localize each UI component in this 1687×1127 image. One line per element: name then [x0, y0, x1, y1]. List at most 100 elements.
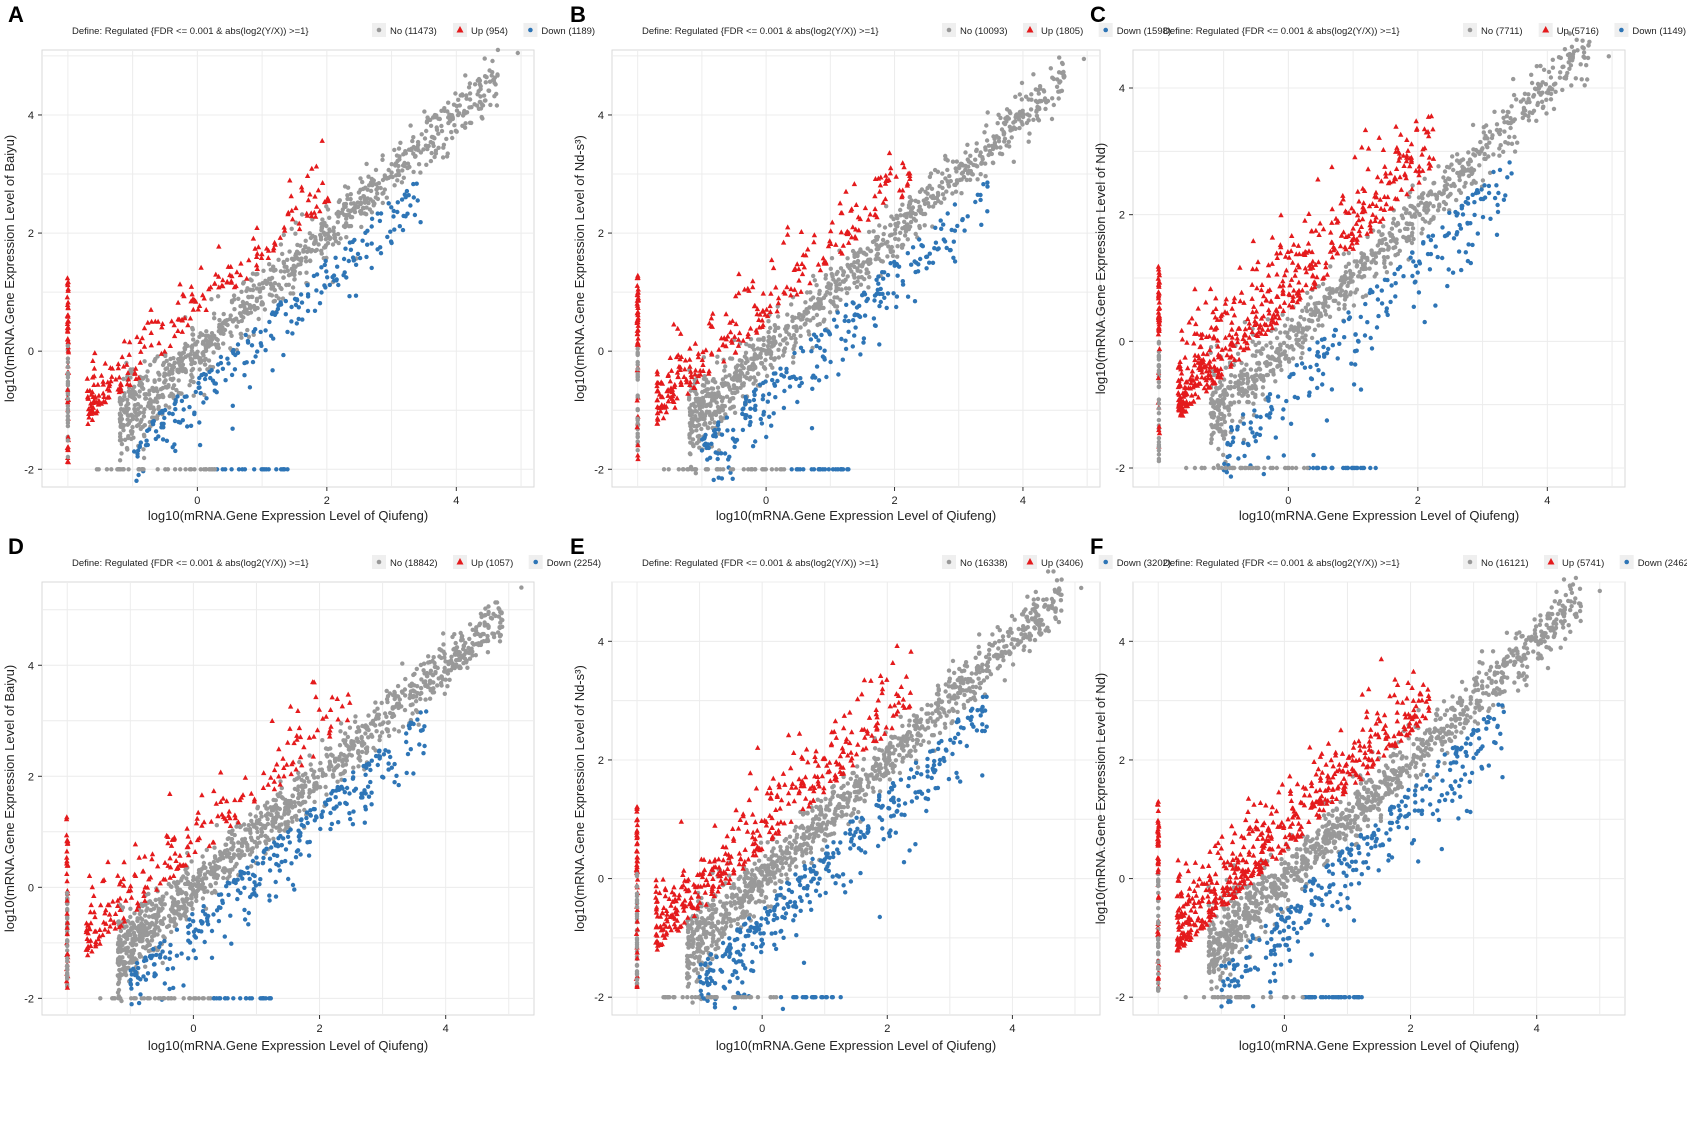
points	[64, 47, 520, 483]
point-no	[923, 197, 929, 202]
point-no	[1268, 465, 1273, 471]
point-down	[187, 404, 192, 410]
point-no	[1510, 119, 1515, 124]
point-no	[1327, 314, 1333, 319]
point-down	[1321, 344, 1326, 350]
point-no	[207, 467, 213, 472]
point-down	[1333, 327, 1339, 333]
point-no	[1531, 108, 1537, 114]
point-no	[1236, 399, 1242, 405]
point-no	[939, 180, 945, 185]
point-no	[267, 262, 272, 267]
point-no	[209, 297, 214, 302]
point-no	[1540, 90, 1545, 95]
point-no	[1062, 74, 1067, 79]
point-no	[954, 169, 959, 174]
point-up	[206, 286, 212, 292]
point-no	[1033, 98, 1039, 104]
point-no	[65, 423, 71, 429]
point-up	[187, 315, 194, 321]
point-no	[1558, 70, 1563, 75]
point-no	[466, 85, 472, 90]
point-up	[175, 328, 181, 333]
point-no	[750, 345, 755, 350]
point-no	[453, 91, 458, 96]
point-down	[391, 214, 396, 219]
point-down	[323, 285, 328, 290]
point-no	[138, 426, 143, 432]
point-no	[248, 287, 253, 292]
point-down	[1393, 294, 1398, 299]
point-no	[709, 386, 714, 391]
point-down	[408, 203, 413, 208]
point-down	[378, 245, 383, 250]
point-no	[1322, 294, 1327, 300]
point-no	[1294, 333, 1299, 338]
point-no	[254, 296, 260, 301]
point-no	[1254, 349, 1260, 354]
point-no	[1026, 118, 1031, 123]
point-no	[708, 403, 713, 408]
point-down	[1428, 237, 1434, 243]
point-down	[835, 310, 840, 315]
point-down	[715, 456, 720, 462]
point-no	[1281, 351, 1286, 356]
point-no	[1004, 107, 1010, 112]
point-no	[923, 189, 928, 194]
point-up	[312, 193, 318, 199]
point-no	[170, 385, 176, 391]
point-no	[361, 186, 366, 192]
point-down	[173, 448, 178, 454]
point-no	[845, 256, 850, 261]
point-down	[285, 329, 290, 335]
point-down	[389, 240, 394, 246]
point-up	[198, 264, 204, 270]
point-down	[713, 450, 718, 455]
point-no	[723, 381, 728, 386]
point-no	[702, 383, 707, 388]
point-down	[876, 274, 881, 279]
point-up	[159, 321, 166, 326]
point-no	[1289, 317, 1295, 323]
point-no	[188, 378, 193, 384]
point-no	[1502, 120, 1507, 125]
point-no	[834, 271, 839, 277]
point-down	[876, 281, 881, 286]
point-down	[305, 283, 310, 288]
point-no	[362, 211, 367, 216]
point-no	[928, 171, 934, 176]
point-down	[414, 181, 419, 186]
point-no	[821, 305, 826, 311]
legend-label-no: No (7711)	[1481, 26, 1523, 37]
point-down	[258, 329, 263, 335]
point-down	[270, 368, 275, 373]
point-down	[1455, 230, 1460, 235]
point-up	[171, 333, 178, 339]
point-down	[1463, 250, 1469, 255]
point-no	[381, 190, 386, 196]
point-no	[1305, 465, 1310, 471]
point-no	[1250, 465, 1255, 471]
point-no	[1027, 113, 1032, 118]
point-no	[730, 404, 735, 410]
x-tick-label: 2	[891, 495, 897, 507]
point-no	[289, 226, 294, 231]
point-no	[1410, 230, 1415, 236]
point-down	[324, 269, 329, 274]
point-up	[65, 279, 71, 285]
point-no	[380, 200, 385, 206]
point-no	[945, 167, 950, 173]
point-down	[1480, 214, 1486, 220]
point-down	[748, 406, 753, 411]
point-no	[203, 346, 209, 351]
point-no	[104, 467, 110, 472]
point-down	[882, 270, 887, 275]
point-no	[147, 388, 152, 393]
point-no	[341, 224, 347, 229]
point-down	[731, 427, 736, 433]
point-no	[963, 150, 968, 155]
point-no	[185, 353, 191, 358]
y-axis-title: log10(mRNA.Gene Expression Level of Nd-s…	[572, 135, 587, 402]
point-no	[1019, 119, 1024, 125]
point-down	[719, 451, 724, 456]
